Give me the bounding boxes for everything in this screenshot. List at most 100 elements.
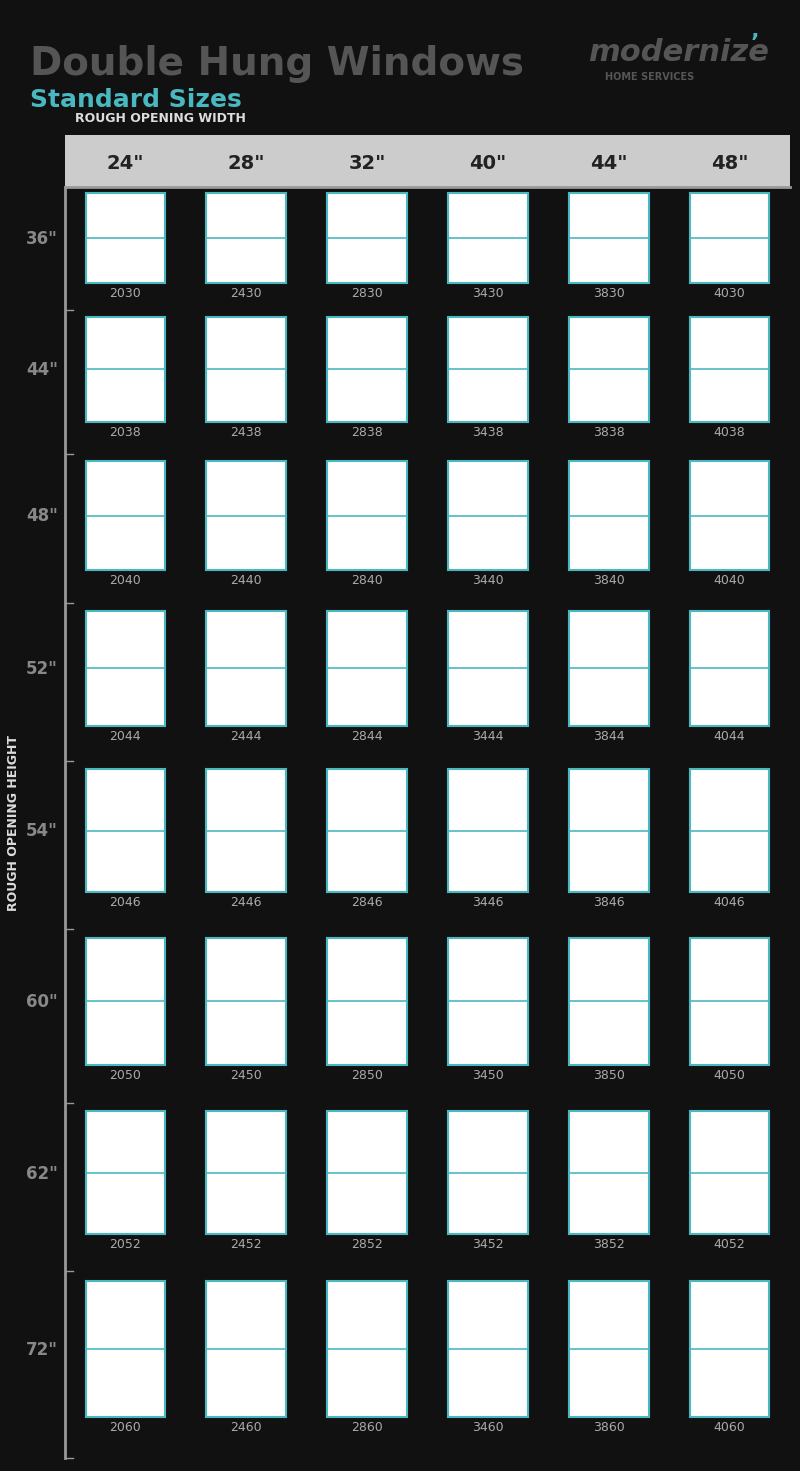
Text: 36": 36" [26, 229, 58, 247]
Bar [569, 460, 649, 569]
Bar [206, 1281, 286, 1417]
Bar [327, 460, 407, 569]
Bar [690, 1281, 770, 1417]
Bar [569, 769, 649, 891]
Bar [448, 938, 528, 1065]
Text: 2452: 2452 [230, 1239, 262, 1252]
Text: 2050: 2050 [110, 1069, 142, 1081]
Text: 3852: 3852 [593, 1239, 625, 1252]
Bar [569, 1112, 649, 1234]
Text: 2060: 2060 [110, 1421, 142, 1434]
Text: 52": 52" [26, 660, 58, 678]
Text: 2044: 2044 [110, 730, 142, 743]
Text: modernize: modernize [588, 38, 769, 68]
Bar [65, 135, 790, 187]
Bar [86, 769, 166, 891]
Bar [206, 1112, 286, 1234]
Text: 32": 32" [348, 153, 386, 172]
Text: 4046: 4046 [714, 896, 746, 909]
Text: 54": 54" [26, 822, 58, 840]
Text: 2450: 2450 [230, 1069, 262, 1081]
Bar [327, 610, 407, 725]
Bar [86, 1112, 166, 1234]
Text: 2046: 2046 [110, 896, 142, 909]
Text: 4060: 4060 [714, 1421, 746, 1434]
Text: 2438: 2438 [230, 427, 262, 438]
Text: ROUGH OPENING HEIGHT: ROUGH OPENING HEIGHT [7, 734, 21, 911]
Text: 72": 72" [26, 1340, 58, 1359]
Text: 2840: 2840 [351, 574, 383, 587]
Bar [448, 1112, 528, 1234]
Bar [327, 1281, 407, 1417]
Text: 3438: 3438 [472, 427, 504, 438]
Bar [86, 938, 166, 1065]
Text: 3840: 3840 [593, 574, 625, 587]
Text: 3440: 3440 [472, 574, 504, 587]
Text: 24": 24" [106, 153, 144, 172]
Text: 60": 60" [26, 993, 58, 1011]
Bar [690, 610, 770, 725]
Text: 2030: 2030 [110, 287, 142, 300]
Bar [690, 193, 770, 282]
Text: 4052: 4052 [714, 1239, 746, 1252]
Bar [690, 938, 770, 1065]
Bar [690, 769, 770, 891]
Bar [448, 193, 528, 282]
Bar [448, 460, 528, 569]
Text: 28": 28" [227, 153, 265, 172]
Bar [206, 769, 286, 891]
Bar [86, 193, 166, 282]
Text: 2430: 2430 [230, 287, 262, 300]
Text: 2850: 2850 [351, 1069, 383, 1081]
Bar [327, 938, 407, 1065]
Text: 3452: 3452 [472, 1239, 504, 1252]
Bar [690, 316, 770, 422]
Bar [206, 460, 286, 569]
Text: 3444: 3444 [472, 730, 504, 743]
Bar [569, 316, 649, 422]
Bar [327, 769, 407, 891]
Bar [569, 193, 649, 282]
Bar [448, 316, 528, 422]
Text: 2860: 2860 [351, 1421, 383, 1434]
Text: 2446: 2446 [230, 896, 262, 909]
Text: 2040: 2040 [110, 574, 142, 587]
Text: Double Hung Windows: Double Hung Windows [30, 46, 524, 82]
Text: 2846: 2846 [351, 896, 383, 909]
Bar [327, 193, 407, 282]
Text: 3860: 3860 [593, 1421, 625, 1434]
Bar [690, 460, 770, 569]
Bar [327, 316, 407, 422]
Text: 2460: 2460 [230, 1421, 262, 1434]
Text: 4030: 4030 [714, 287, 746, 300]
Bar [86, 316, 166, 422]
Text: 2440: 2440 [230, 574, 262, 587]
Text: 40": 40" [470, 153, 506, 172]
Bar [690, 1112, 770, 1234]
Bar [86, 610, 166, 725]
Text: 4040: 4040 [714, 574, 746, 587]
Bar [448, 610, 528, 725]
Bar [569, 1281, 649, 1417]
Text: 2838: 2838 [351, 427, 383, 438]
Text: Standard Sizes: Standard Sizes [30, 88, 242, 112]
Text: 3838: 3838 [593, 427, 625, 438]
Text: 4038: 4038 [714, 427, 746, 438]
Text: 3430: 3430 [472, 287, 504, 300]
Bar [569, 938, 649, 1065]
Bar [86, 1281, 166, 1417]
Text: HOME SERVICES: HOME SERVICES [605, 72, 694, 82]
Bar [206, 938, 286, 1065]
Text: ROUGH OPENING WIDTH: ROUGH OPENING WIDTH [75, 112, 246, 125]
Text: 4050: 4050 [714, 1069, 746, 1081]
Bar [448, 1281, 528, 1417]
Bar [206, 193, 286, 282]
Text: 2830: 2830 [351, 287, 383, 300]
Text: 3460: 3460 [472, 1421, 504, 1434]
Text: 48": 48" [711, 153, 748, 172]
Text: 3450: 3450 [472, 1069, 504, 1081]
Text: 2052: 2052 [110, 1239, 142, 1252]
Text: 3844: 3844 [593, 730, 625, 743]
Text: 44": 44" [26, 360, 58, 380]
Bar [206, 610, 286, 725]
